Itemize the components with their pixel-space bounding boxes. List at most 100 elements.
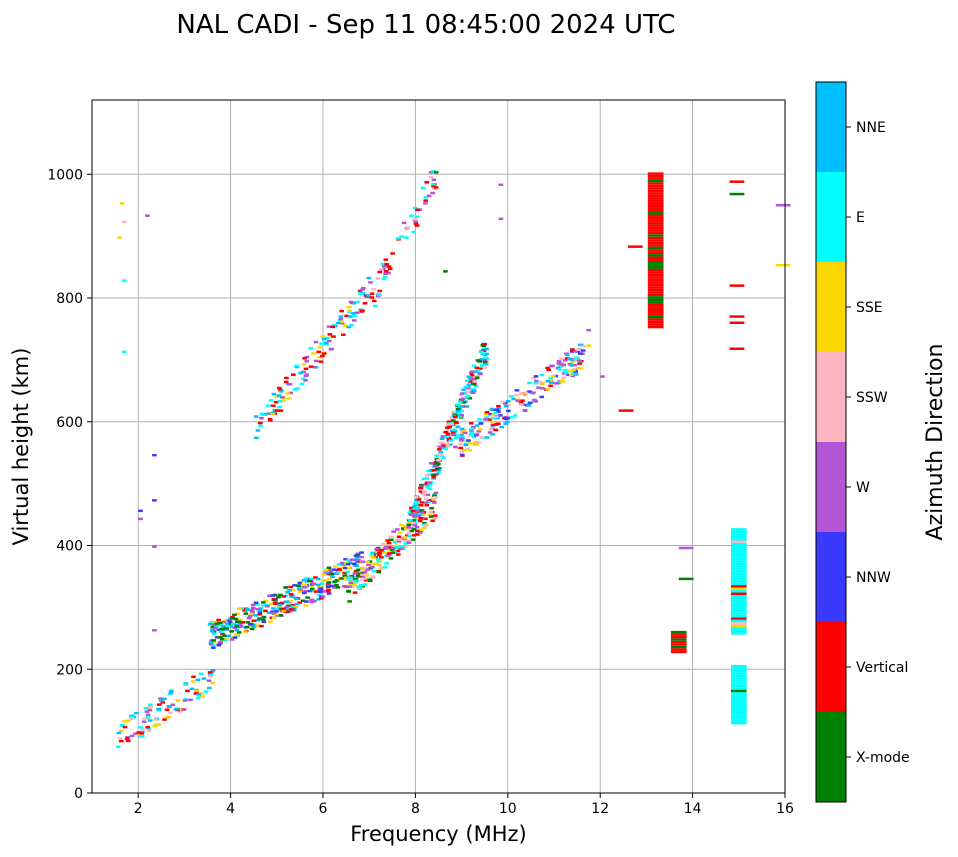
echo-point xyxy=(409,529,414,533)
echo-point xyxy=(548,384,553,388)
echo-point xyxy=(647,234,664,237)
echo-point xyxy=(255,619,261,622)
echo-point xyxy=(411,508,417,511)
echo-point xyxy=(730,702,747,705)
echo-point xyxy=(302,591,307,595)
echo-point xyxy=(339,577,344,580)
echo-point xyxy=(577,362,582,365)
echo-point xyxy=(369,554,375,558)
echo-point xyxy=(304,373,310,376)
echo-point xyxy=(220,632,225,636)
echo-point xyxy=(477,428,483,431)
echo-point xyxy=(308,578,314,581)
echo-point xyxy=(273,610,279,613)
echo-point xyxy=(493,428,498,432)
echo-point xyxy=(426,500,431,504)
echo-point xyxy=(211,641,217,644)
echo-point xyxy=(129,717,135,720)
echo-point xyxy=(320,354,325,358)
echo-point xyxy=(342,324,348,327)
echo-point xyxy=(440,444,446,447)
echo-point xyxy=(341,563,346,566)
echo-point xyxy=(378,267,384,271)
echo-point xyxy=(420,186,426,190)
echo-point xyxy=(647,320,664,324)
echo-point xyxy=(211,646,216,649)
echo-point xyxy=(313,359,319,363)
echo-point xyxy=(115,745,121,748)
echo-point xyxy=(402,539,407,542)
echo-point xyxy=(462,431,468,435)
echo-point xyxy=(729,180,745,183)
echo-point xyxy=(647,199,664,203)
echo-point xyxy=(277,405,282,409)
echo-point xyxy=(343,566,348,570)
echo-point xyxy=(284,605,289,609)
echo-point xyxy=(419,510,425,514)
echo-point xyxy=(227,620,233,623)
x-tick-label: 10 xyxy=(499,801,517,817)
echo-point xyxy=(341,585,347,588)
echo-point xyxy=(240,621,246,624)
echo-point xyxy=(647,251,664,255)
echo-point xyxy=(398,523,404,527)
echo-point xyxy=(406,541,412,544)
echo-point xyxy=(207,623,213,626)
echo-point xyxy=(449,423,455,426)
echo-point xyxy=(268,399,274,402)
echo-point xyxy=(356,571,362,575)
echo-point xyxy=(395,528,400,531)
echo-point xyxy=(523,391,529,395)
colorbar-label: E xyxy=(856,210,865,226)
echo-point xyxy=(260,601,266,604)
colorbar-title: Azimuth Direction xyxy=(923,343,948,540)
echo-point xyxy=(366,563,371,567)
echo-point xyxy=(254,436,259,440)
echo-point xyxy=(267,417,273,421)
echo-point xyxy=(647,236,664,240)
echo-point xyxy=(287,610,293,613)
echo-point xyxy=(494,423,499,426)
echo-point xyxy=(730,624,747,628)
echo-point xyxy=(208,672,214,676)
echo-point xyxy=(647,291,664,294)
echo-point xyxy=(451,433,456,436)
echo-point xyxy=(459,435,465,438)
echo-point xyxy=(145,725,151,729)
echo-point xyxy=(245,621,251,624)
echo-point xyxy=(441,446,447,450)
echo-point xyxy=(463,443,469,447)
echo-point xyxy=(403,542,409,545)
echo-point xyxy=(459,409,464,413)
echo-point xyxy=(427,483,433,487)
echo-point xyxy=(427,487,433,491)
echo-point xyxy=(387,267,393,271)
echo-point xyxy=(536,386,541,389)
echo-point xyxy=(511,397,516,401)
echo-point xyxy=(377,293,382,296)
echo-point xyxy=(356,568,361,572)
echo-point xyxy=(647,268,664,272)
echo-point xyxy=(730,692,747,695)
echo-point xyxy=(459,453,465,457)
echo-point xyxy=(327,568,332,572)
echo-point xyxy=(144,710,150,713)
echo-point xyxy=(245,608,250,612)
echo-point xyxy=(145,715,151,719)
echo-point xyxy=(432,514,438,517)
echo-point xyxy=(301,363,307,366)
echo-point xyxy=(431,473,436,477)
echo-point xyxy=(453,415,458,419)
echo-point xyxy=(556,360,562,363)
echo-point xyxy=(533,375,539,378)
echo-point xyxy=(444,442,450,445)
echo-point xyxy=(387,546,393,549)
echo-point xyxy=(484,352,489,356)
echo-point xyxy=(386,271,391,275)
echo-point xyxy=(506,409,511,413)
echo-point xyxy=(320,335,326,338)
echo-point xyxy=(647,266,664,269)
echo-point xyxy=(257,611,263,614)
echo-point xyxy=(546,368,552,372)
echo-point xyxy=(505,399,511,403)
